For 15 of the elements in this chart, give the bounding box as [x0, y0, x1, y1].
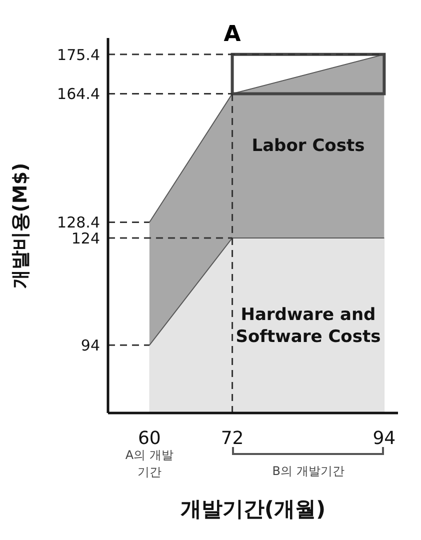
y-tick-label: 175.4	[57, 46, 100, 64]
x-tick-label: 60	[138, 428, 161, 449]
y-axis-title: 개발비용(M$)	[10, 162, 32, 288]
x-tick-label: 72	[220, 428, 244, 449]
x-axis-title: 개발기간(개월)	[180, 496, 326, 523]
series-label: Hardware and Software Costs	[234, 303, 382, 348]
series-label: Labor Costs	[250, 135, 366, 158]
text: B의 개발기간	[272, 463, 344, 480]
y-tick-label: 94	[80, 336, 100, 354]
y-tick-label: 164.4	[57, 85, 100, 104]
text: A의 개발 기간	[124, 447, 174, 481]
annotation: A	[224, 22, 241, 48]
x-tick-label: 94	[372, 428, 396, 449]
y-tick-label: 128.4	[57, 214, 100, 232]
y-tick-label: 124	[71, 229, 100, 248]
